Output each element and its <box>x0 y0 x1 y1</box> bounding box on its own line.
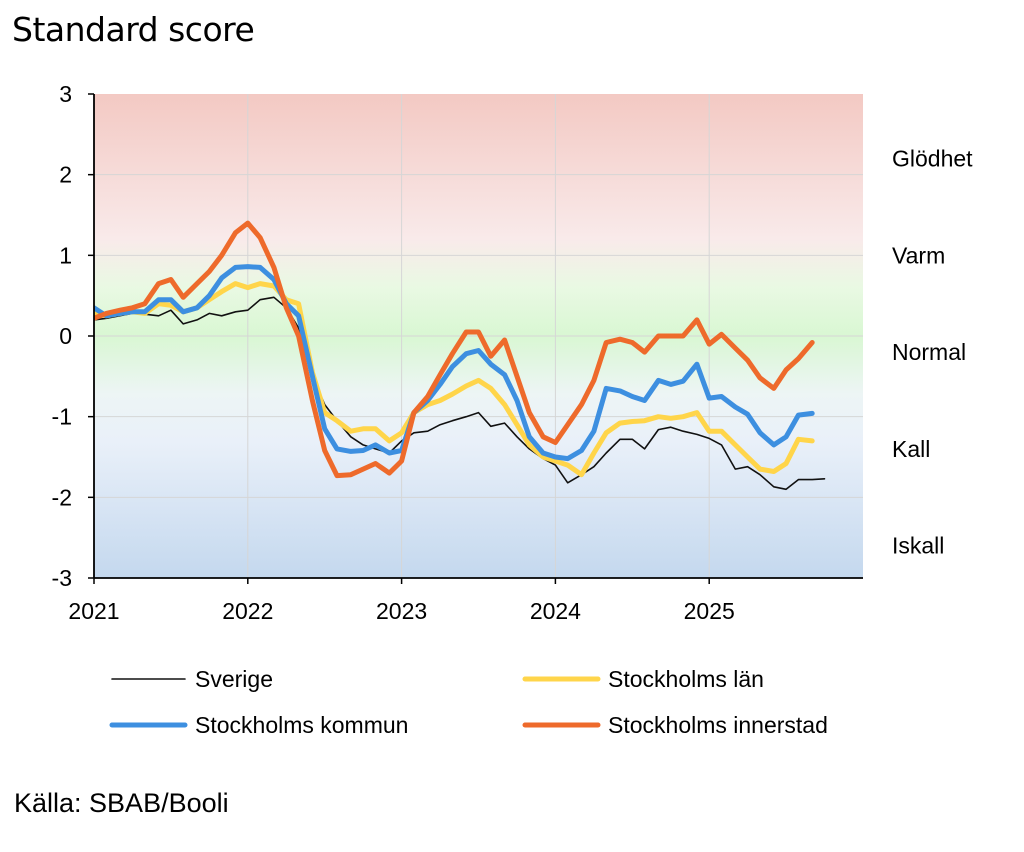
tick-labels: 3 2 1 0 -1 -2 -3 2021 2022 2023 2024 2025 <box>52 81 735 624</box>
zone-label: Glödhet <box>892 146 973 172</box>
x-tick-label: 2023 <box>376 598 427 624</box>
zone-label: Normal <box>892 339 966 365</box>
x-tick-label: 2021 <box>68 598 119 624</box>
y-tick-label: -3 <box>52 565 72 591</box>
x-tick-label: 2022 <box>222 598 273 624</box>
legend: Sverige Stockholms län Stockholms kommun St… <box>109 666 828 738</box>
y-tick-label: 1 <box>59 242 72 268</box>
page-title: Standard score <box>12 10 255 49</box>
y-tick-label: -2 <box>52 484 72 510</box>
legend-label: Stockholms innerstad <box>608 712 828 738</box>
legend-label: Stockholms län <box>608 666 764 692</box>
y-tick-label: -1 <box>52 404 72 430</box>
y-tick-label: 3 <box>59 81 72 107</box>
legend-label: Stockholms kommun <box>195 712 408 738</box>
axes <box>88 93 863 584</box>
series-layer <box>94 220 826 491</box>
y-tick-label: 0 <box>59 323 72 349</box>
series-line-stockholms-kommun <box>94 264 815 462</box>
source-note: Källa: SBAB/Booli <box>14 788 229 818</box>
series-line-sverige <box>94 296 826 491</box>
line-chart: 3 2 1 0 -1 -2 -3 2021 2022 2023 2024 2025 Glödhet Va… <box>52 81 974 738</box>
zone-label: Kall <box>892 436 930 462</box>
y-tick-label: 2 <box>59 162 72 188</box>
series-line-stockholms-innerstad <box>94 220 815 479</box>
zone-label: Varm <box>892 242 945 268</box>
x-tick-label: 2024 <box>530 598 581 624</box>
legend-label: Sverige <box>195 666 273 692</box>
zone-label: Iskall <box>892 533 944 559</box>
x-tick-label: 2025 <box>684 598 735 624</box>
series-line-stockholms-l-n <box>94 281 815 478</box>
zone-labels: Glödhet Varm Normal Kall Iskall <box>892 146 973 559</box>
